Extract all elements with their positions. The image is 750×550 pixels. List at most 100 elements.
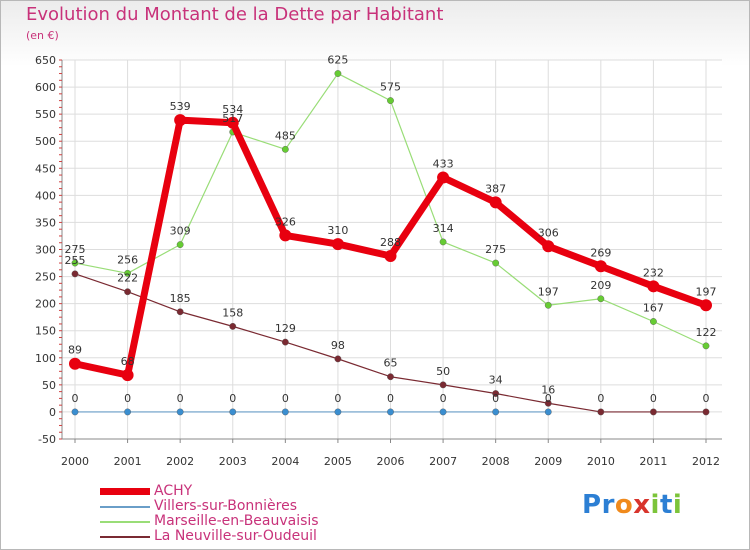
data-point-marseille-en-beauvaisis bbox=[544, 301, 552, 309]
data-label-marseille-en-beauvaisis: 314 bbox=[433, 222, 454, 235]
data-point-villers-sur-bonnieres bbox=[124, 408, 131, 416]
data-label-la-neuville-sur-oudeuil: 0 bbox=[650, 392, 657, 405]
x-tick-label: 2001 bbox=[114, 455, 142, 468]
data-point-marseille-en-beauvaisis bbox=[387, 97, 394, 105]
data-point-la-neuville-sur-oudeuil bbox=[124, 288, 131, 296]
data-point-la-neuville-sur-oudeuil bbox=[439, 381, 447, 389]
data-label-achy: 232 bbox=[643, 266, 664, 279]
data-point-la-neuville-sur-oudeuil bbox=[597, 408, 605, 416]
legend-swatch-villers bbox=[100, 506, 150, 508]
data-label-villers-sur-bonnieres: 0 bbox=[124, 392, 131, 405]
proxiti-logo: Proxiti bbox=[582, 490, 682, 520]
data-point-la-neuville-sur-oudeuil bbox=[71, 270, 79, 278]
data-label-marseille-en-beauvaisis: 167 bbox=[643, 302, 664, 315]
data-point-la-neuville-sur-oudeuil bbox=[492, 390, 500, 397]
y-tick-label: 150 bbox=[35, 325, 56, 338]
data-label-la-neuville-sur-oudeuil: 0 bbox=[703, 392, 710, 405]
x-tick-label: 2010 bbox=[587, 455, 615, 468]
data-point-villers-sur-bonnieres bbox=[281, 408, 289, 416]
data-point-villers-sur-bonnieres bbox=[71, 408, 79, 416]
y-tick-label: -50 bbox=[38, 433, 56, 446]
data-label-achy: 310 bbox=[327, 224, 348, 237]
x-tick-label: 2012 bbox=[692, 455, 720, 468]
y-tick-label: 350 bbox=[35, 216, 56, 229]
data-label-achy: 433 bbox=[433, 157, 454, 170]
data-point-villers-sur-bonnieres bbox=[544, 408, 552, 416]
data-point-la-neuville-sur-oudeuil bbox=[650, 408, 657, 416]
data-label-achy: 288 bbox=[380, 236, 401, 249]
legend: ACHY Villers-sur-Bonnières Marseille-en-… bbox=[100, 483, 360, 544]
data-label-villers-sur-bonnieres: 0 bbox=[387, 392, 394, 405]
x-tick-label: 2000 bbox=[61, 455, 89, 468]
data-point-la-neuville-sur-oudeuil bbox=[281, 338, 289, 346]
data-point-achy bbox=[542, 240, 555, 253]
data-point-marseille-en-beauvaisis bbox=[176, 241, 184, 249]
x-tick-label: 2006 bbox=[377, 455, 405, 468]
data-label-villers-sur-bonnieres: 0 bbox=[282, 392, 289, 405]
data-label-marseille-en-beauvaisis: 122 bbox=[696, 326, 717, 339]
x-tick-label: 2008 bbox=[482, 455, 510, 468]
data-point-marseille-en-beauvaisis bbox=[281, 145, 289, 153]
data-label-la-neuville-sur-oudeuil: 255 bbox=[65, 254, 86, 267]
x-tick-label: 2011 bbox=[639, 455, 667, 468]
data-point-achy bbox=[489, 196, 502, 209]
y-tick-label: 450 bbox=[35, 162, 56, 175]
legend-item-villers: Villers-sur-Bonnières bbox=[100, 498, 360, 514]
data-label-marseille-en-beauvaisis: 275 bbox=[65, 243, 86, 256]
data-label-achy: 534 bbox=[222, 103, 243, 116]
data-label-la-neuville-sur-oudeuil: 16 bbox=[541, 383, 555, 396]
logo-letter: x bbox=[633, 490, 651, 520]
data-label-villers-sur-bonnieres: 0 bbox=[72, 392, 79, 405]
data-label-marseille-en-beauvaisis: 625 bbox=[327, 54, 348, 67]
legend-item-achy: ACHY bbox=[100, 483, 360, 499]
data-point-achy bbox=[174, 114, 187, 127]
y-tick-label: 550 bbox=[35, 108, 56, 121]
data-point-marseille-en-beauvaisis bbox=[597, 295, 605, 303]
data-label-villers-sur-bonnieres: 0 bbox=[492, 392, 499, 405]
data-label-la-neuville-sur-oudeuil: 129 bbox=[275, 322, 296, 335]
data-label-la-neuville-sur-oudeuil: 158 bbox=[222, 306, 243, 319]
data-point-la-neuville-sur-oudeuil bbox=[387, 373, 394, 381]
data-label-marseille-en-beauvaisis: 485 bbox=[275, 129, 296, 142]
data-point-marseille-en-beauvaisis bbox=[439, 238, 447, 246]
data-point-marseille-en-beauvaisis bbox=[492, 259, 500, 267]
data-label-achy: 539 bbox=[170, 100, 191, 113]
legend-item-neuville: La Neuville-sur-Oudeuil bbox=[100, 528, 360, 544]
data-label-villers-sur-bonnieres: 0 bbox=[229, 392, 236, 405]
y-tick-label: 250 bbox=[35, 271, 56, 284]
y-tick-label: 100 bbox=[35, 352, 56, 365]
data-point-achy bbox=[647, 280, 660, 293]
data-point-la-neuville-sur-oudeuil bbox=[176, 308, 184, 316]
data-label-achy: 197 bbox=[696, 285, 717, 298]
data-label-marseille-en-beauvaisis: 309 bbox=[170, 225, 191, 238]
data-point-achy bbox=[700, 299, 712, 312]
data-point-achy bbox=[594, 260, 607, 273]
data-label-achy: 326 bbox=[275, 215, 296, 228]
legend-label-villers: Villers-sur-Bonnières bbox=[154, 498, 298, 514]
data-label-la-neuville-sur-oudeuil: 185 bbox=[170, 292, 191, 305]
data-label-achy: 68 bbox=[121, 355, 135, 368]
data-point-marseille-en-beauvaisis bbox=[71, 259, 79, 267]
data-point-marseille-en-beauvaisis bbox=[702, 342, 710, 350]
legend-swatch-marseille bbox=[100, 521, 150, 523]
legend-label-neuville: La Neuville-sur-Oudeuil bbox=[154, 528, 317, 544]
data-point-villers-sur-bonnieres bbox=[176, 408, 184, 416]
x-tick-label: 2002 bbox=[166, 455, 194, 468]
data-point-marseille-en-beauvaisis bbox=[334, 70, 342, 77]
data-label-marseille-en-beauvaisis: 197 bbox=[538, 285, 559, 298]
legend-label-achy: ACHY bbox=[154, 483, 193, 499]
data-label-villers-sur-bonnieres: 0 bbox=[545, 392, 552, 405]
y-tick-label: 500 bbox=[35, 135, 56, 148]
data-label-la-neuville-sur-oudeuil: 50 bbox=[436, 365, 450, 378]
data-point-achy bbox=[69, 357, 81, 370]
chart-title: Evolution du Montant de la Dette par Hab… bbox=[26, 4, 444, 25]
data-label-villers-sur-bonnieres: 0 bbox=[334, 392, 341, 405]
data-label-villers-sur-bonnieres: 0 bbox=[177, 392, 184, 405]
data-point-villers-sur-bonnieres bbox=[387, 408, 394, 416]
data-point-villers-sur-bonnieres bbox=[334, 408, 342, 416]
y-tick-label: 0 bbox=[49, 406, 56, 419]
data-label-achy: 269 bbox=[590, 246, 611, 259]
data-point-la-neuville-sur-oudeuil bbox=[544, 399, 552, 407]
data-point-villers-sur-bonnieres bbox=[229, 408, 237, 416]
